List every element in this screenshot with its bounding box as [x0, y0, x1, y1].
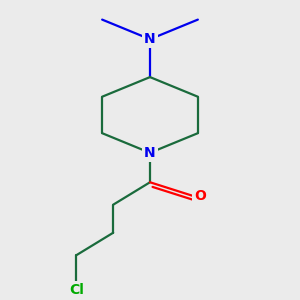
Text: N: N	[144, 32, 156, 46]
Text: Cl: Cl	[69, 283, 84, 297]
Text: O: O	[194, 189, 206, 203]
Text: N: N	[144, 146, 156, 160]
